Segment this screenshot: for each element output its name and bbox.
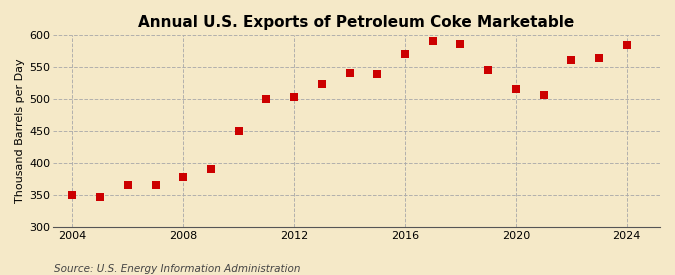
- Title: Annual U.S. Exports of Petroleum Coke Marketable: Annual U.S. Exports of Petroleum Coke Ma…: [138, 15, 574, 30]
- Point: [400, 52, 410, 56]
- Text: Source: U.S. Energy Information Administration: Source: U.S. Energy Information Administ…: [54, 264, 300, 274]
- Point: [538, 92, 549, 97]
- Point: [206, 167, 217, 171]
- Point: [151, 183, 161, 187]
- Point: [427, 39, 438, 43]
- Point: [67, 192, 78, 197]
- Point: [593, 56, 604, 60]
- Point: [317, 82, 327, 86]
- Point: [455, 42, 466, 46]
- Point: [178, 175, 189, 180]
- Point: [344, 71, 355, 75]
- Point: [261, 97, 272, 101]
- Point: [234, 129, 244, 133]
- Point: [483, 68, 493, 73]
- Point: [622, 43, 632, 47]
- Point: [372, 72, 383, 76]
- Y-axis label: Thousand Barrels per Day: Thousand Barrels per Day: [15, 59, 25, 203]
- Point: [510, 87, 521, 91]
- Point: [289, 95, 300, 99]
- Point: [95, 194, 105, 199]
- Point: [122, 183, 133, 187]
- Point: [566, 57, 576, 62]
